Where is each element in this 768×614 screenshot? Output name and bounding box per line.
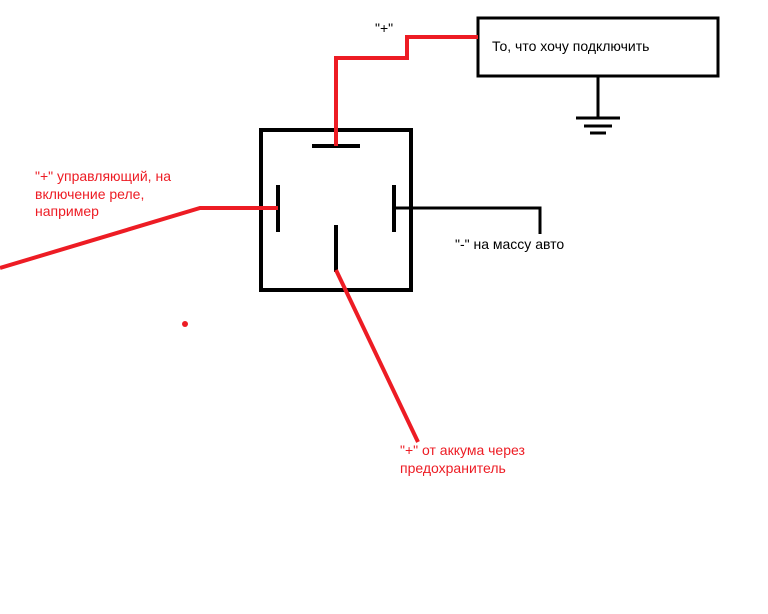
label-mass: "-" на массу авто [455,236,564,254]
ground-symbol [576,76,620,133]
wire-right-black [394,208,540,234]
diagram-canvas [0,0,768,614]
label-control-plus: "+" управляющий, на включение реле, напр… [35,168,171,221]
label-plus-top: "+" [375,20,393,38]
label-battery-plus: "+" от аккума через предохранитель [400,442,525,477]
label-device: То, что хочу подключить [492,38,649,56]
wire-bottom-red [336,270,418,442]
red-dot [182,321,188,327]
